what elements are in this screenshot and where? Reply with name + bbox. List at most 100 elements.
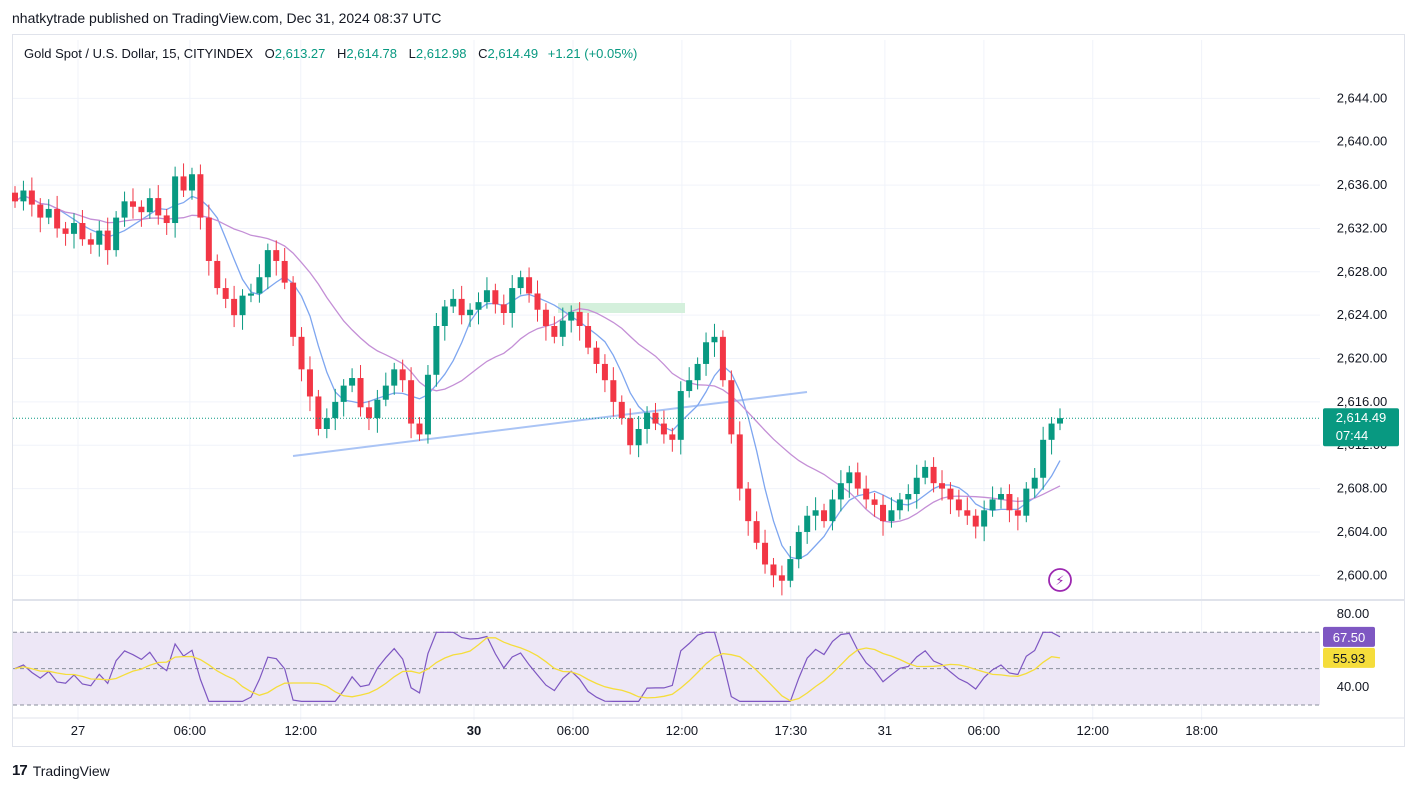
candle-body	[87, 239, 94, 245]
candle-body	[391, 369, 398, 386]
trendline-line	[292, 391, 808, 457]
candle-body	[829, 499, 836, 522]
publisher-line: nhatkytrade published on TradingView.com…	[12, 10, 442, 26]
candle-body	[290, 282, 297, 337]
candle-body	[694, 363, 701, 381]
moving-averages	[14, 195, 1061, 560]
candle-body	[475, 302, 482, 310]
price-tick-label: 2,624.00	[1337, 307, 1388, 322]
candle-body	[188, 174, 195, 191]
candle-body	[972, 515, 979, 527]
candle-body	[517, 277, 524, 289]
time-tick-label: 06:00	[557, 723, 590, 738]
candle-body	[677, 391, 684, 440]
candle-body	[365, 407, 372, 419]
time-tick-label: 17:30	[775, 723, 808, 738]
candle-body	[559, 320, 566, 337]
candle-body	[753, 521, 760, 543]
time-tick-label: 12:00	[284, 723, 317, 738]
candle-body	[374, 399, 381, 419]
rsi-value-label: 67.50	[1333, 630, 1366, 645]
candle-body	[939, 483, 946, 489]
candle-body	[37, 204, 44, 218]
trendline	[292, 391, 808, 457]
candle-body	[349, 378, 356, 386]
candle-body	[964, 510, 971, 516]
candle-body	[1006, 494, 1013, 511]
candle-body	[526, 277, 533, 294]
candle-body	[483, 290, 490, 303]
candle-body	[172, 176, 179, 224]
candle-body	[323, 418, 330, 429]
candle-body	[146, 198, 153, 213]
candle-body	[787, 559, 794, 581]
price-tick-label: 2,608.00	[1337, 481, 1388, 496]
candle-body	[408, 380, 415, 424]
candle-body	[880, 504, 887, 522]
price-tick-label: 2,636.00	[1337, 177, 1388, 192]
candle-body	[534, 293, 541, 310]
candle-body	[795, 531, 802, 560]
close-label: C	[478, 46, 488, 61]
ma-fast-line	[14, 195, 1061, 560]
candle-body	[778, 575, 785, 581]
ohlc-legend: Gold Spot / U.S. Dollar, 15, CITYINDEX O…	[24, 46, 637, 61]
current-price-label: 2,614.49	[1336, 410, 1387, 425]
candle-body	[306, 369, 313, 397]
candle-body	[45, 208, 52, 218]
candle-body	[1057, 418, 1063, 424]
candle-body	[79, 223, 86, 240]
candle-body	[155, 198, 162, 216]
candle-body	[837, 483, 844, 500]
rsi-value-badge	[1323, 626, 1375, 647]
candle-body	[551, 326, 558, 337]
candle-body	[669, 434, 676, 440]
candle-body	[222, 288, 229, 299]
candle-body	[180, 176, 187, 191]
candle-body	[121, 201, 128, 218]
change-value: +1.21 (+0.05%)	[547, 46, 638, 61]
candle-body	[846, 472, 853, 484]
symbol-name: Gold Spot / U.S. Dollar, 15, CITYINDEX	[24, 46, 254, 61]
lightning-glyph: ⚡	[1055, 574, 1064, 589]
candle-body	[28, 190, 35, 205]
high-value: 2,614.78	[346, 46, 398, 61]
price-axis: 2,644.00 2,640.00 2,636.00 2,632.00 2,628.00…	[1337, 90, 1388, 693]
candle-body	[770, 564, 777, 576]
candle-body	[500, 304, 507, 313]
axis-labels: 2,614.49 07:44 67.50 55.93 ⚡	[13, 408, 1399, 668]
time-tick-label: 06:00	[174, 723, 207, 738]
price-tick-label: 2,616.00	[1337, 394, 1388, 409]
price-tick-label: 2,600.00	[1337, 567, 1388, 582]
rsi-tick-label: 40.00	[1337, 679, 1370, 694]
candle-body	[1023, 488, 1030, 516]
candle-body	[812, 510, 819, 516]
candle-body	[357, 378, 364, 408]
candle-body	[163, 215, 170, 224]
low-label: L	[408, 46, 416, 61]
candle-body	[854, 472, 861, 489]
candle-body	[947, 488, 954, 500]
candle-body	[62, 228, 69, 234]
tradingview-logo[interactable]: 17 TradingView	[12, 762, 110, 779]
chart-frame	[12, 34, 1405, 747]
countdown-label: 07:44	[1336, 428, 1369, 443]
rsi-tick-label: 80.00	[1337, 606, 1370, 621]
time-axis: 27 06:00 12:00 30 06:00 12:00 17:30 31 06:00 12:0…	[71, 723, 1218, 738]
candle-body	[441, 306, 448, 326]
price-tick-label: 2,632.00	[1337, 220, 1388, 235]
candle-body	[424, 374, 431, 435]
rsi-ma-line	[14, 637, 1061, 702]
candle-body	[273, 250, 280, 261]
candle-body	[239, 295, 246, 316]
candle-body	[458, 298, 465, 316]
candle-body	[138, 206, 145, 213]
candle-body	[728, 380, 735, 435]
rsi-ma-value-badge	[1323, 647, 1375, 668]
candle-body	[660, 423, 667, 435]
candle-body	[711, 336, 718, 343]
candle-body	[298, 336, 305, 370]
candle-body	[467, 309, 474, 316]
candle-body	[989, 499, 996, 511]
